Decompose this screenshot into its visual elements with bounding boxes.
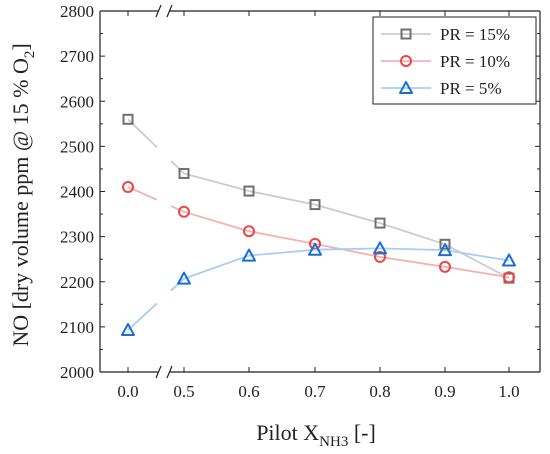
axis-break-mark [155, 4, 162, 18]
data-point-triangle [438, 243, 452, 257]
series-line-segment [314, 203, 381, 224]
data-point-circle [439, 260, 451, 273]
data-point-circle [503, 271, 515, 284]
series-line-segment [248, 190, 316, 206]
y-tick-label: 2500 [60, 137, 94, 156]
x-tick-label: 0.9 [434, 382, 455, 401]
data-point-triangle [373, 241, 387, 255]
data-point-circle [243, 225, 255, 238]
y-tick-label: 2200 [60, 273, 94, 292]
legend-entry: PR = 5% [381, 79, 502, 98]
data-point-triangle [242, 248, 256, 262]
data-point-triangle [177, 271, 191, 285]
series-line-segment [248, 248, 316, 257]
y-tick-label: 2600 [60, 92, 94, 111]
series-line-segment [314, 242, 381, 258]
y-tick-label: 2300 [60, 228, 94, 247]
y-tick-label: 2700 [60, 47, 94, 66]
x-tick-label: 0.7 [304, 382, 326, 401]
axis-break-mark [166, 4, 173, 18]
data-point-circle [374, 250, 386, 263]
series-square [122, 113, 515, 284]
legend-entry: PR = 10% [381, 52, 510, 71]
x-tick-label: 0.0 [117, 382, 138, 401]
series-line-segment [183, 172, 250, 192]
data-point-square [374, 217, 386, 229]
series-line-segment [183, 210, 250, 233]
series-line-segment [444, 249, 510, 262]
data-point-square [178, 167, 190, 179]
data-point-square [122, 113, 134, 125]
y-tick-label: 2800 [60, 2, 94, 21]
series-line-segment [444, 265, 510, 279]
y-axis-title: NO [dry volume ppm @ 15 % O2] [8, 43, 38, 346]
data-point-circle [122, 180, 134, 193]
legend: PR = 15% PR = 10% PR = 5% [372, 16, 537, 105]
x-tick-label: 0.8 [369, 382, 390, 401]
series-line-segment [127, 302, 158, 331]
data-point-circle [178, 205, 190, 218]
series-layer [121, 113, 516, 337]
series-line-segment [170, 160, 185, 175]
x-tick-label: 0.5 [173, 382, 194, 401]
series-triangle [121, 241, 516, 337]
series-line-segment [379, 247, 446, 252]
series-line-segment [379, 256, 446, 268]
data-point-square [243, 185, 255, 197]
data-point-square [400, 28, 412, 40]
y-tick-label: 2000 [60, 363, 94, 382]
x-axis-title: Pilot XNH3 [-] [256, 420, 376, 450]
series-line-segment [248, 230, 316, 245]
series-line-segment [444, 243, 510, 279]
legend-label: PR = 5% [440, 79, 502, 98]
data-point-triangle [502, 253, 516, 267]
series-circle [122, 180, 515, 284]
x-tick-label: 1.0 [498, 382, 519, 401]
series-line-segment [379, 222, 446, 246]
y-tick-label: 2100 [60, 318, 94, 337]
legend-label: PR = 15% [440, 25, 510, 44]
legend-label: PR = 10% [440, 52, 510, 71]
x-tick-label: 0.6 [238, 382, 259, 401]
data-point-triangle [308, 242, 322, 256]
series-line-segment [170, 277, 185, 292]
series-line-segment [314, 247, 381, 251]
series-line-segment [170, 205, 185, 213]
legend-entry: PR = 15% [381, 25, 510, 44]
series-line-segment [183, 254, 250, 280]
x-axis: 0.0 0.5 0.6 0.7 0.8 0.9 1.0 [117, 11, 520, 401]
y-axis: 2000 2100 2200 2300 2400 2500 2600 2700 2800 [60, 2, 540, 382]
axis-break-mark [166, 365, 173, 379]
data-point-triangle [121, 323, 135, 337]
y-tick-label: 2400 [60, 183, 94, 202]
data-point-square [439, 238, 451, 250]
data-point-triangle [399, 81, 413, 94]
data-point-square [309, 199, 321, 211]
axis-break-mark [155, 365, 162, 379]
data-point-circle [400, 55, 412, 67]
